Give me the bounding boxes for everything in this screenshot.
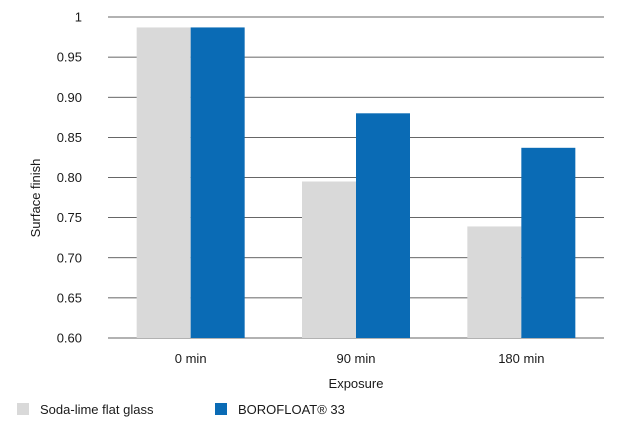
y-tick-labels: 0.60 0.65 0.70 0.75 0.80 0.85 0.90 0.95 1 xyxy=(57,10,82,346)
legend-swatch xyxy=(215,403,227,415)
x-tick-label: 0 min xyxy=(175,351,207,366)
y-tick-label: 0.60 xyxy=(57,331,82,346)
bar-soda-lime xyxy=(302,181,356,338)
x-tick-label: 90 min xyxy=(336,351,375,366)
y-tick-label: 0.90 xyxy=(57,90,82,105)
x-axis-title: Exposure xyxy=(329,376,384,391)
y-tick-label: 0.70 xyxy=(57,250,82,265)
y-tick-label: 1 xyxy=(75,10,82,25)
bar-borofloat xyxy=(356,113,410,338)
y-axis-title: Surface finish xyxy=(28,159,43,238)
bar-borofloat xyxy=(190,27,245,339)
legend-label: BOROFLOAT® 33 xyxy=(238,402,345,417)
bar-borofloat xyxy=(521,147,576,338)
y-tick-label: 0.65 xyxy=(57,290,82,305)
y-tick-label: 0.85 xyxy=(57,130,82,145)
legend: Soda-lime flat glass BOROFLOAT® 33 xyxy=(17,402,345,417)
x-tick-label: 180 min xyxy=(498,351,544,366)
bars xyxy=(136,27,576,339)
x-tick-labels: 0 min 90 min 180 min xyxy=(175,351,545,366)
legend-label: Soda-lime flat glass xyxy=(40,402,154,417)
bar-soda-lime xyxy=(467,226,522,338)
y-tick-label: 0.80 xyxy=(57,170,82,185)
y-tick-label: 0.95 xyxy=(57,50,82,65)
bar-soda-lime xyxy=(136,27,191,339)
legend-swatch xyxy=(17,403,29,415)
y-tick-label: 0.75 xyxy=(57,210,82,225)
